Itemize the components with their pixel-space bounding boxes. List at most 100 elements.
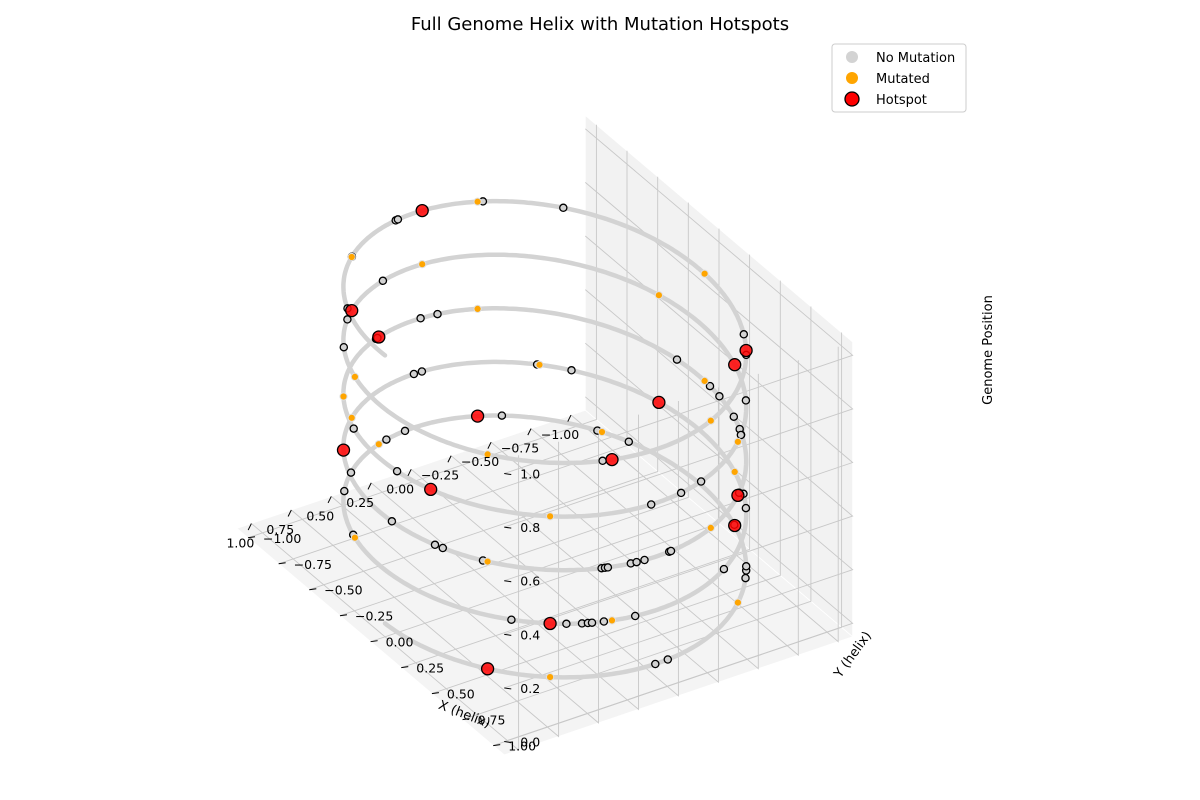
- sample-marker: [416, 314, 425, 323]
- y-tick-mark: [493, 744, 501, 747]
- y-tick-label: −0.25: [355, 609, 393, 624]
- sample-marker: [340, 486, 349, 496]
- sample-marker: [705, 381, 715, 391]
- legend-marker: [846, 72, 858, 84]
- x-tick-label: −0.25: [421, 468, 459, 483]
- sample-marker: [741, 503, 751, 513]
- x-tick-mark: [247, 523, 252, 531]
- sample-marker: [393, 215, 403, 224]
- y-tick-mark: [278, 562, 286, 565]
- sample-marker: [676, 488, 686, 498]
- grid-line-z: [504, 128, 854, 474]
- legend-label: Mutated: [876, 72, 930, 87]
- sample-marker: [562, 619, 571, 629]
- sample-marker: [672, 355, 682, 364]
- sample-marker: [632, 557, 641, 567]
- hotspot-point: [336, 443, 351, 457]
- grid-line-x: [530, 360, 799, 657]
- y-tick-label: −0.75: [294, 557, 332, 572]
- mutated-point: [733, 437, 743, 446]
- x-tick-label: −1.00: [541, 427, 579, 442]
- sample-marker: [430, 540, 440, 550]
- mutated-point: [418, 260, 427, 269]
- x-tick-mark: [567, 414, 572, 422]
- mutated-point: [535, 360, 544, 369]
- sample-marker: [741, 396, 751, 405]
- z-tick-label: 1.0: [520, 467, 540, 482]
- z-tick-mark: [504, 580, 512, 583]
- mutated-point: [347, 413, 356, 422]
- z-tick-mark: [504, 526, 512, 529]
- legend: No Mutation Mutated Hotspot: [831, 43, 967, 113]
- mutated-point: [597, 427, 607, 437]
- hotspot-point: [480, 662, 495, 676]
- mutated-point: [473, 197, 482, 206]
- y-tick-mark: [309, 588, 317, 591]
- sample-marker: [741, 573, 750, 583]
- hotspot-point: [652, 395, 666, 410]
- mutated-point: [546, 512, 555, 521]
- grid-line-x: [331, 428, 599, 724]
- mutated-point: [374, 440, 383, 449]
- mutated-point: [607, 616, 617, 625]
- mutated-point: [654, 291, 664, 300]
- z-tick-mark: [504, 687, 512, 690]
- hotspot-point: [731, 488, 745, 503]
- mutated-point: [483, 557, 492, 566]
- sample-marker: [387, 517, 397, 526]
- sample-marker: [646, 500, 656, 509]
- x-tick-mark: [527, 428, 532, 436]
- mutated-point: [546, 673, 555, 682]
- hotspot-point: [424, 482, 438, 497]
- grid-line-z: [504, 235, 854, 582]
- mutated-point: [730, 467, 739, 476]
- z-tick-label: 0.2: [520, 681, 540, 696]
- z-tick-mark: [504, 741, 512, 744]
- sample-marker: [433, 309, 442, 319]
- sample-marker: [343, 315, 352, 324]
- z-tick-label: 0.6: [520, 574, 540, 589]
- grid-line-y: [339, 202, 689, 617]
- grid-line-z: [504, 396, 854, 742]
- x-tick-label: 0.75: [266, 522, 294, 537]
- grid-line-z: [504, 182, 854, 528]
- sample-marker: [339, 342, 349, 352]
- grid-line-x: [410, 401, 679, 697]
- sample-marker: [599, 617, 609, 626]
- grid-line-y: [431, 280, 781, 695]
- y-tick-mark: [401, 666, 409, 669]
- data-layer: [336, 197, 753, 682]
- mutated-point: [350, 533, 359, 542]
- sample-marker: [382, 435, 391, 444]
- hotspot-point: [728, 358, 742, 372]
- mutated-point: [700, 376, 709, 385]
- sample-marker: [719, 564, 729, 574]
- sample-marker: [739, 330, 749, 339]
- hotspot-point: [543, 616, 557, 631]
- mutated-point: [347, 252, 356, 262]
- grid-line-x: [570, 346, 839, 643]
- hotspot-point: [605, 452, 619, 467]
- y-tick-mark: [370, 640, 378, 643]
- z-axis-label: Genome Position: [981, 295, 996, 405]
- y-tick-label: 1.00: [508, 739, 536, 754]
- sample-marker: [598, 456, 607, 466]
- sample-marker: [346, 468, 356, 477]
- sample-marker: [603, 563, 613, 572]
- mutated-point: [706, 416, 715, 425]
- hotspot-point: [470, 409, 485, 423]
- sample-marker: [663, 655, 673, 664]
- legend-label: No Mutation: [876, 51, 955, 66]
- x-tick-label: 1.00: [226, 536, 254, 551]
- x-tick-label: 0.00: [386, 481, 414, 496]
- sample-marker: [624, 437, 634, 446]
- sample-marker: [696, 477, 706, 486]
- x-tick-mark: [487, 441, 492, 449]
- mutated-point: [483, 450, 492, 459]
- legend-marker: [844, 91, 860, 107]
- hotspot-point: [372, 330, 386, 344]
- grid-line-y: [309, 176, 659, 591]
- legend-label: Hotspot: [876, 93, 927, 108]
- grid-line-z: [504, 289, 854, 635]
- y-tick-label: −0.50: [324, 583, 362, 598]
